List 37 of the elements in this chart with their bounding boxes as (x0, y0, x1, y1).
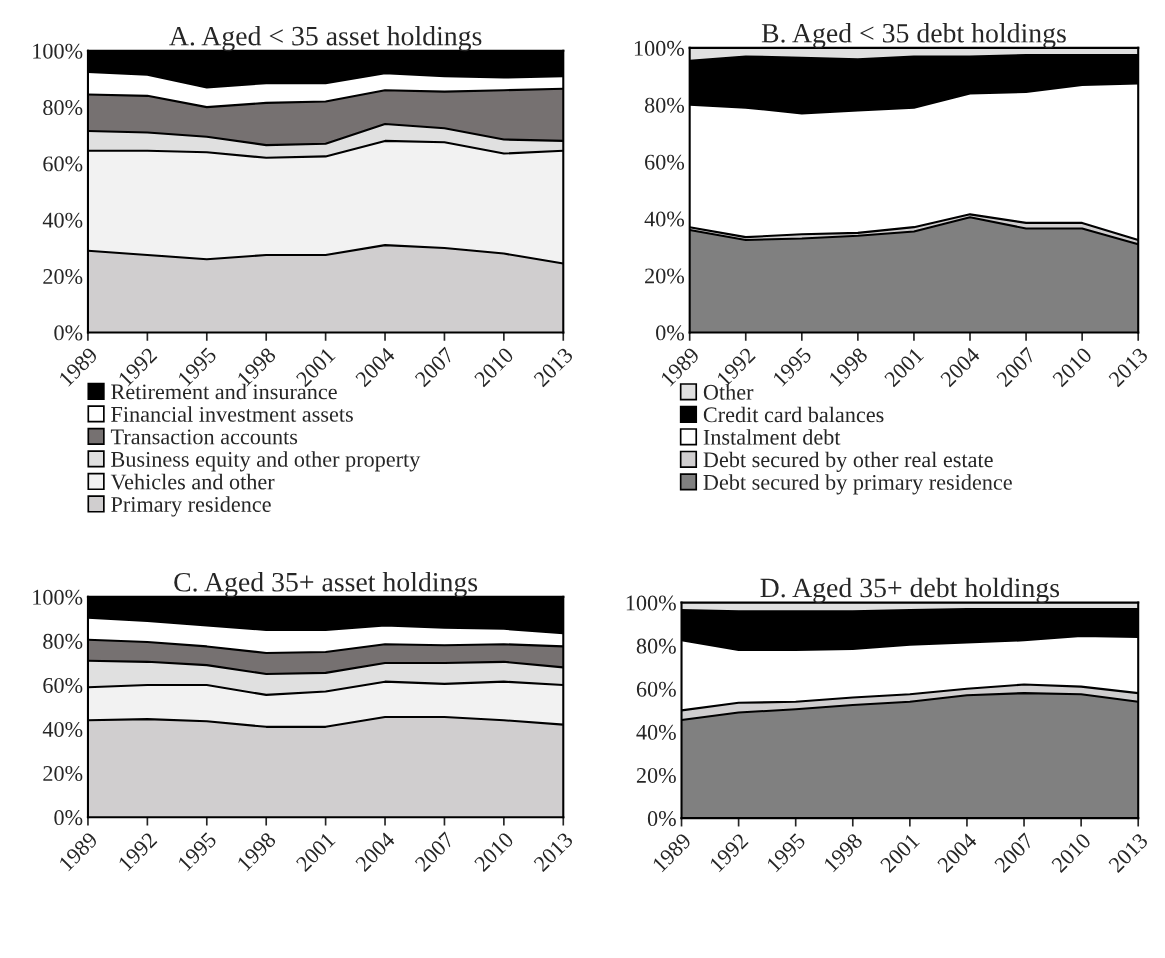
y-tick-label: 40% (644, 211, 685, 227)
y-tick-label: 40% (42, 721, 83, 738)
y-tick-label: 60% (645, 154, 685, 170)
legend-label: Transaction accounts (110, 429, 298, 445)
y-tick-label: 20% (43, 766, 83, 782)
chart-title: A. Aged < 35 asset holdings (169, 25, 482, 52)
legend-label: Debt secured by other real estate (703, 451, 993, 472)
y-tick-label: 0% (647, 811, 676, 827)
y-tick-label: 100% (634, 40, 685, 56)
y-tick-label: 60% (43, 156, 83, 172)
y-tick-label: 60% (43, 677, 83, 693)
y-tick-label: 40% (636, 724, 676, 740)
y-tick-label: 100% (33, 43, 83, 59)
chart-title: C. Aged 35+ asset holdings (174, 572, 478, 598)
legend-label: Business equity and other property (111, 451, 421, 472)
y-tick-label: 40% (42, 212, 83, 228)
legend-label: Financial investment assets (111, 406, 353, 422)
legend-label: Instalment debt (703, 429, 841, 445)
y-tick-label: 100% (33, 589, 83, 605)
y-tick-label: 80% (644, 97, 685, 113)
y-tick-label: 80% (636, 638, 676, 654)
y-tick-label: 80% (43, 633, 83, 649)
legend-label: Debt secured by primary residence (703, 474, 1012, 495)
y-tick-label: 0% (656, 325, 685, 341)
y-tick-label: 0% (54, 810, 83, 826)
chart-title: B. Aged < 35 debt holdings (761, 23, 1066, 49)
legend-label: Primary residence (111, 496, 271, 517)
chart-title: D. Aged 35+ debt holdings (760, 577, 1060, 604)
y-tick-label: 0% (54, 325, 83, 341)
legend-label: Credit card balances (703, 406, 884, 423)
y-tick-label: 80% (43, 100, 83, 116)
y-tick-label: 100% (626, 595, 676, 611)
y-tick-label: 20% (645, 268, 685, 284)
y-tick-label: 20% (636, 767, 676, 784)
y-tick-label: 60% (636, 681, 676, 697)
y-tick-label: 20% (43, 269, 83, 285)
legend-label: Vehicles and other (110, 473, 275, 490)
